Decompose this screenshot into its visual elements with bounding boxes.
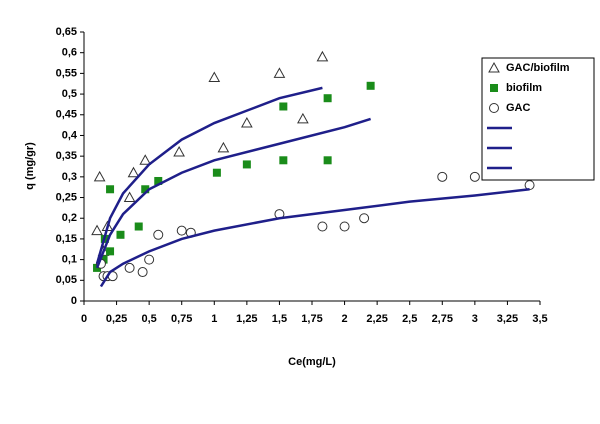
data-point — [217, 141, 230, 153]
x-tick-label: 1,25 — [236, 313, 257, 325]
fit-line — [99, 188, 530, 288]
x-tick-label: 2,75 — [432, 313, 453, 325]
data-point — [242, 160, 251, 169]
fit-line — [95, 117, 372, 269]
data-point — [106, 247, 115, 256]
y-tick-label: 0,5 — [62, 88, 77, 100]
data-point — [317, 221, 328, 232]
y-tick-label: 0 — [71, 295, 77, 307]
y-tick-label: 0,4 — [62, 129, 78, 141]
x-tick-label: 0,75 — [171, 313, 192, 325]
data-point — [153, 229, 164, 240]
y-tick-label: 0,1 — [62, 254, 77, 266]
y-tick-label: 0,65 — [56, 26, 77, 38]
y-axis-label: q (mg/gr) — [24, 142, 36, 190]
y-tick-label: 0,35 — [56, 150, 77, 162]
data-point — [154, 176, 163, 185]
data-point — [297, 112, 309, 124]
data-point — [141, 185, 150, 194]
legend-label: biofilm — [506, 82, 542, 94]
x-axis-label: Ce(mg/L) — [288, 356, 336, 368]
data-point — [359, 213, 370, 224]
legend-box — [481, 57, 595, 181]
data-point — [134, 222, 143, 231]
x-tick-label: 1 — [211, 313, 217, 325]
data-point — [366, 81, 375, 90]
data-point — [137, 267, 148, 278]
data-point — [241, 117, 253, 128]
data-point — [208, 71, 221, 83]
data-point — [279, 102, 288, 111]
x-tick-label: 1,5 — [272, 313, 287, 325]
data-point — [323, 156, 332, 165]
x-tick-label: 1,75 — [301, 313, 322, 325]
data-point — [173, 145, 185, 157]
y-tick-label: 0,2 — [62, 212, 77, 224]
legend-marker — [488, 61, 500, 73]
x-tick-label: 0 — [81, 313, 87, 325]
y-tick-label: 0,25 — [56, 191, 77, 203]
x-tick-label: 2,25 — [366, 313, 387, 325]
y-tick-label: 0,6 — [62, 47, 77, 59]
data-point — [279, 156, 288, 165]
x-tick-label: 3,5 — [532, 313, 547, 325]
y-tick-label: 0,45 — [56, 109, 77, 121]
legend-label: GAC/biofilm — [506, 62, 570, 74]
y-tick-label: 0,3 — [62, 171, 77, 183]
y-tick-label: 0,15 — [56, 233, 77, 245]
data-point — [93, 170, 106, 182]
x-tick-label: 3,25 — [497, 313, 518, 325]
data-point — [176, 225, 187, 236]
data-point — [273, 67, 286, 78]
data-point — [91, 224, 103, 236]
data-point — [127, 166, 140, 178]
data-point — [323, 94, 332, 103]
data-point — [524, 180, 535, 191]
data-point — [144, 254, 155, 265]
legend-marker — [489, 103, 499, 113]
data-point — [106, 185, 115, 194]
x-tick-label: 0,5 — [141, 313, 156, 325]
data-point — [124, 262, 135, 273]
data-point — [116, 230, 125, 239]
data-point — [212, 168, 221, 177]
fit-line — [95, 86, 323, 265]
data-point — [123, 191, 136, 203]
data-point — [437, 171, 448, 182]
x-tick-label: 2 — [342, 313, 348, 325]
y-tick-label: 0,55 — [56, 67, 77, 79]
x-tick-label: 0,25 — [106, 313, 127, 325]
legend-label: GAC — [506, 102, 531, 114]
data-point — [139, 154, 152, 165]
data-point — [339, 221, 350, 232]
data-point — [469, 171, 480, 182]
x-tick-label: 3 — [472, 313, 478, 325]
data-point — [316, 50, 329, 62]
legend-marker — [490, 84, 498, 92]
y-tick-label: 0,05 — [56, 274, 77, 286]
x-tick-label: 2,5 — [402, 313, 417, 325]
